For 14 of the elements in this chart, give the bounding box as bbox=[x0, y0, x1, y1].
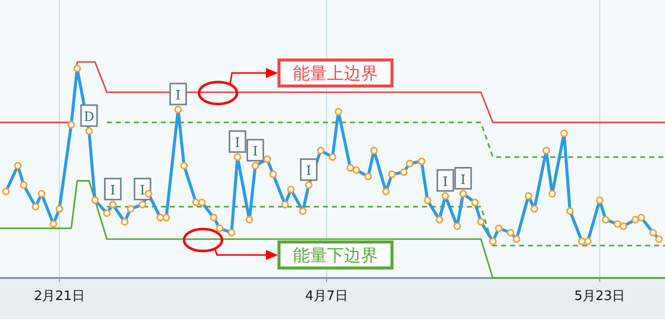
annotation: I bbox=[306, 164, 312, 180]
annotation: 能量下边界 bbox=[293, 246, 378, 266]
annotation: D bbox=[84, 110, 94, 126]
annotation: 能量上边界 bbox=[293, 64, 378, 84]
x-tick-label: 2月21日 bbox=[34, 289, 85, 304]
annotation: I bbox=[442, 174, 448, 190]
annotation: I bbox=[140, 184, 146, 199]
annotation: I bbox=[234, 136, 240, 152]
annotation: I bbox=[252, 144, 258, 160]
x-tick-label: 5月23日 bbox=[574, 289, 626, 304]
annotation: I bbox=[460, 172, 466, 188]
x-tick-label: 4月7日 bbox=[305, 289, 348, 304]
annotation: I bbox=[110, 184, 116, 199]
annotation: I bbox=[176, 88, 181, 104]
